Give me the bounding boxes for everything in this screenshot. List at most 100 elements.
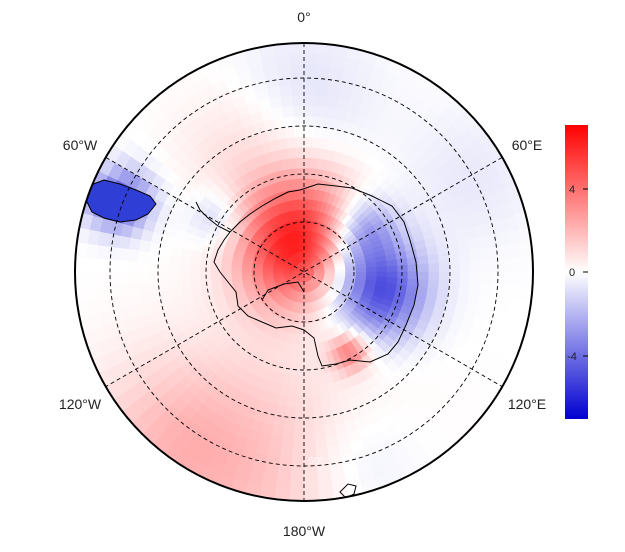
field-cell — [126, 260, 139, 273]
field-cell — [283, 115, 295, 128]
field-cell — [159, 289, 172, 301]
lon-label-180w: 180°W — [283, 523, 326, 539]
field-cell — [314, 95, 328, 108]
field-cell — [499, 284, 513, 300]
field-cell — [105, 271, 118, 286]
field-cell — [291, 84, 305, 96]
field-cell — [303, 469, 318, 481]
field-cell — [456, 239, 470, 252]
field-cell — [291, 178, 299, 190]
field-cell — [271, 106, 284, 120]
field-cell — [158, 252, 171, 264]
field-cell — [288, 43, 305, 55]
field-cell — [189, 271, 201, 280]
field-cell — [315, 74, 331, 87]
field-cell — [147, 271, 159, 283]
field-cell — [296, 157, 305, 169]
field-cell — [292, 427, 305, 439]
field-cell — [428, 271, 440, 282]
field-cell — [303, 334, 310, 346]
field-cell — [294, 136, 305, 148]
field-cell — [521, 271, 533, 288]
field-cell — [95, 258, 107, 273]
field-cell — [137, 260, 149, 273]
field-cell — [490, 271, 503, 286]
field-cell — [501, 271, 513, 286]
field-cell — [375, 260, 388, 268]
field-cell — [272, 271, 284, 275]
field-cell — [199, 264, 211, 273]
field-cell — [511, 271, 523, 287]
field-cell — [168, 279, 181, 291]
field-cell — [298, 198, 305, 210]
field-cell — [284, 126, 296, 139]
field-cell — [283, 416, 295, 429]
field-cell — [147, 281, 160, 293]
field-cell — [277, 137, 289, 150]
field-cell — [147, 251, 160, 263]
field-cell — [147, 261, 159, 273]
field-cell — [469, 271, 482, 284]
field-cell — [95, 271, 107, 286]
meridian-lines — [105, 43, 503, 501]
field-cell — [386, 271, 398, 279]
field-cell — [293, 417, 305, 429]
field-cell — [428, 262, 440, 273]
field-cell — [480, 271, 492, 285]
field-cell — [290, 167, 299, 180]
field-cell — [303, 385, 313, 398]
field-cell — [106, 245, 119, 261]
field-cell — [281, 426, 295, 439]
field-cell — [317, 53, 333, 66]
field-cell — [313, 416, 325, 429]
field-cell — [311, 395, 323, 408]
field-cell — [137, 271, 149, 284]
field-cell — [275, 127, 287, 140]
field-cell — [105, 258, 118, 273]
field-cell — [290, 458, 305, 471]
field-cell — [95, 284, 109, 300]
field-cell — [296, 365, 305, 377]
field-cell — [499, 244, 513, 260]
field-cell — [386, 259, 398, 267]
field-cell — [458, 249, 471, 263]
colorbar-tick-label: 4 — [569, 184, 575, 196]
field-cell — [295, 385, 305, 398]
faint-latitude-label: 50° — [308, 456, 323, 467]
field-cell — [284, 405, 296, 418]
field-cell — [303, 344, 310, 356]
field-cell — [116, 271, 128, 285]
colorbar-tick-label: -4 — [567, 351, 577, 363]
field-cell — [303, 84, 317, 96]
field-cell — [459, 271, 471, 284]
field-cell — [290, 63, 305, 75]
field-cell — [303, 125, 314, 138]
field-cell — [279, 84, 293, 97]
anomaly-field — [75, 43, 533, 501]
field-cell — [85, 271, 97, 287]
lon-label-60e: 60°E — [512, 137, 543, 153]
field-cell — [189, 264, 201, 273]
field-cell — [178, 263, 191, 273]
field-cell — [458, 281, 471, 295]
field-cell — [303, 489, 320, 501]
field-cell — [137, 249, 150, 263]
field-cell — [510, 285, 523, 301]
field-cell — [199, 277, 212, 286]
lon-label-60w: 60°W — [63, 137, 98, 153]
field-cell — [303, 406, 314, 419]
field-cell — [178, 271, 191, 281]
field-cell — [85, 257, 97, 273]
field-cell — [315, 84, 329, 97]
colorbar-gradient — [565, 125, 588, 419]
field-cell — [417, 255, 429, 265]
field-cell — [168, 271, 180, 282]
field-cell — [116, 247, 129, 261]
field-cell — [95, 244, 109, 260]
lon-label-120e: 120°E — [508, 396, 546, 412]
field-cell — [189, 278, 202, 288]
field-cell — [489, 245, 502, 261]
field-cell — [437, 280, 450, 292]
map-disk — [75, 43, 533, 501]
lon-label-120w: 120°W — [59, 396, 102, 412]
